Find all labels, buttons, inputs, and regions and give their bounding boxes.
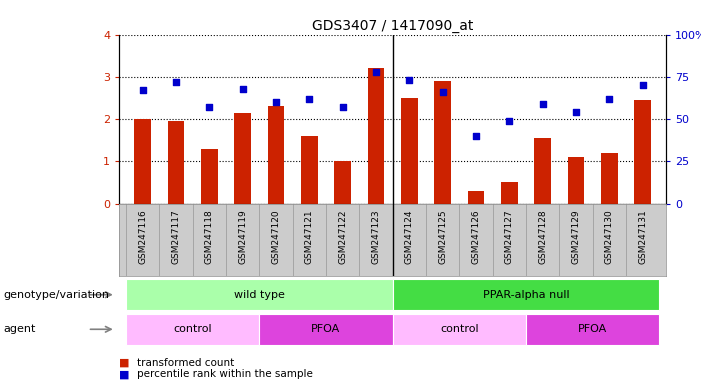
Text: GSM247127: GSM247127	[505, 209, 514, 264]
Bar	[334, 161, 351, 204]
Point	[271, 99, 282, 105]
Bar	[126, 279, 393, 310]
Bar	[234, 113, 251, 204]
Point	[503, 118, 515, 124]
Text: ■: ■	[119, 358, 130, 368]
Text: control: control	[440, 324, 479, 334]
Bar	[534, 138, 551, 204]
Text: transformed count: transformed count	[137, 358, 234, 368]
Point	[571, 109, 582, 115]
Bar	[468, 191, 484, 204]
Point	[537, 101, 548, 107]
Text: GSM247116: GSM247116	[138, 209, 147, 264]
Bar	[393, 279, 659, 310]
Text: GSM247129: GSM247129	[571, 209, 580, 264]
Point	[404, 77, 415, 83]
Bar	[393, 314, 526, 345]
Bar	[126, 314, 259, 345]
Bar	[268, 106, 284, 204]
Text: GSM247130: GSM247130	[605, 209, 614, 264]
Text: GSM247131: GSM247131	[638, 209, 647, 264]
Point	[170, 79, 182, 85]
Point	[237, 86, 248, 92]
Bar	[601, 153, 618, 204]
Text: GSM247123: GSM247123	[372, 209, 381, 264]
Text: GSM247119: GSM247119	[238, 209, 247, 264]
Text: GSM247122: GSM247122	[338, 209, 347, 264]
Bar	[259, 314, 393, 345]
Point	[470, 133, 482, 139]
Text: GSM247126: GSM247126	[471, 209, 480, 264]
Text: GSM247124: GSM247124	[404, 209, 414, 264]
Point	[203, 104, 215, 110]
Text: PFOA: PFOA	[578, 324, 607, 334]
Text: PPAR-alpha null: PPAR-alpha null	[482, 290, 569, 300]
Text: wild type: wild type	[233, 290, 285, 300]
Text: control: control	[173, 324, 212, 334]
Bar	[401, 98, 418, 204]
Point	[337, 104, 348, 110]
Point	[437, 89, 448, 95]
Bar	[634, 100, 651, 204]
Text: GSM247120: GSM247120	[271, 209, 280, 264]
Point	[370, 69, 381, 75]
Text: agent: agent	[4, 324, 36, 334]
Bar	[168, 121, 184, 204]
Text: GSM247117: GSM247117	[171, 209, 180, 264]
Point	[137, 87, 148, 93]
Point	[637, 82, 648, 88]
Bar	[501, 182, 517, 204]
Bar	[367, 68, 384, 204]
Text: GDS3407 / 1417090_at: GDS3407 / 1417090_at	[312, 19, 473, 33]
Bar	[201, 149, 217, 204]
Point	[304, 96, 315, 102]
Text: ■: ■	[119, 369, 130, 379]
Text: percentile rank within the sample: percentile rank within the sample	[137, 369, 313, 379]
Text: PFOA: PFOA	[311, 324, 341, 334]
Text: genotype/variation: genotype/variation	[4, 290, 109, 300]
Text: GSM247121: GSM247121	[305, 209, 314, 264]
Bar	[568, 157, 584, 204]
Bar	[301, 136, 318, 204]
Bar	[434, 81, 451, 204]
Bar	[134, 119, 151, 204]
Point	[604, 96, 615, 102]
Text: GSM247128: GSM247128	[538, 209, 547, 264]
Bar	[526, 314, 659, 345]
Text: GSM247118: GSM247118	[205, 209, 214, 264]
Text: GSM247125: GSM247125	[438, 209, 447, 264]
